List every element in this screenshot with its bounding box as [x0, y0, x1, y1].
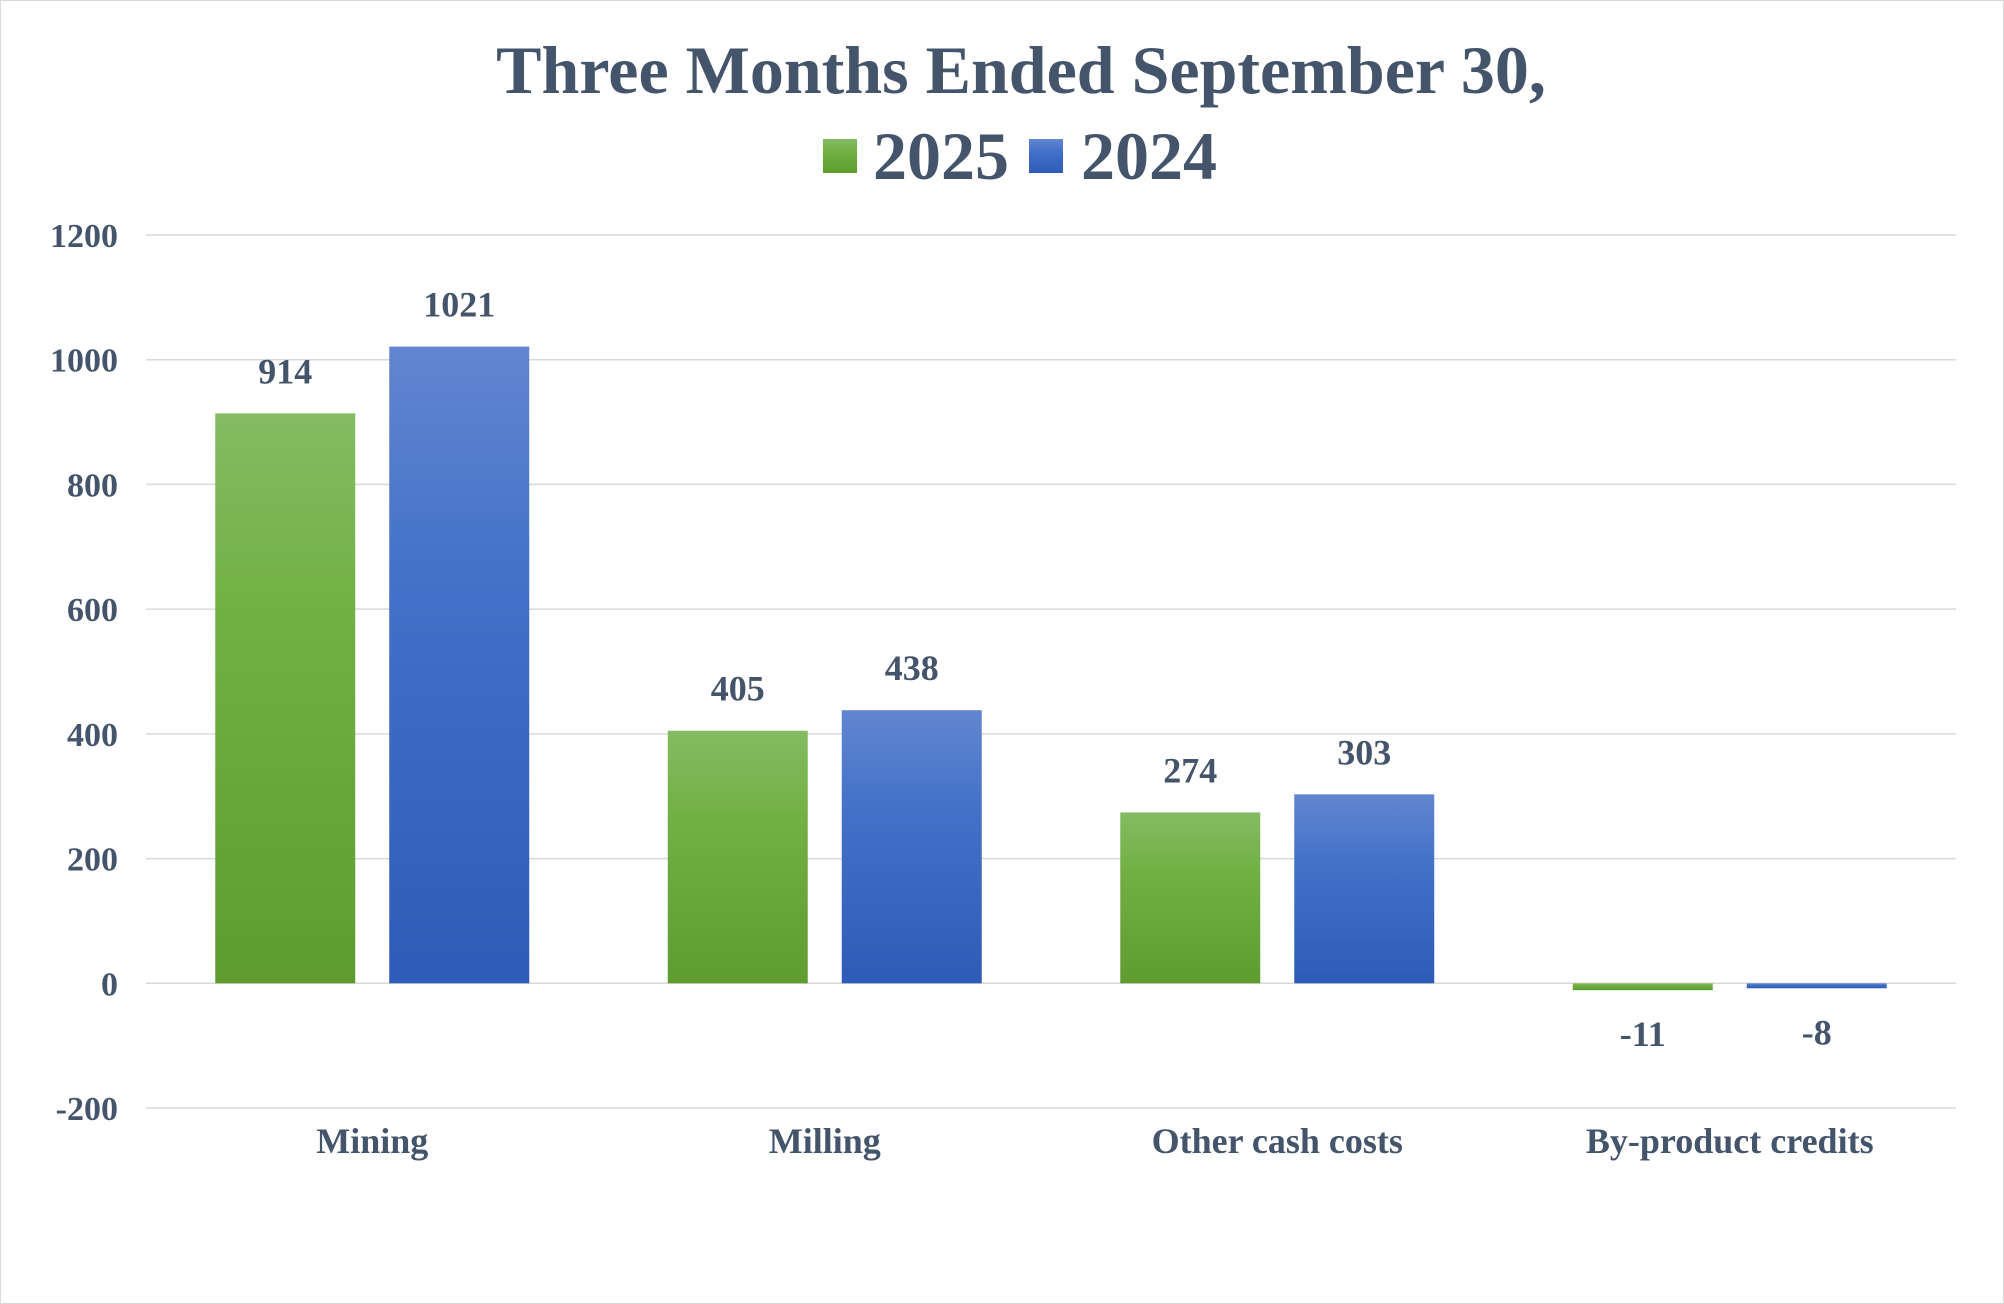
y-tick-label: -200 [56, 1091, 118, 1128]
y-tick-label: 0 [101, 966, 118, 1003]
x-category-label: Milling [769, 1121, 881, 1161]
data-label: -8 [1802, 1012, 1832, 1052]
data-label: 303 [1337, 732, 1391, 772]
data-label: 1021 [423, 285, 495, 325]
bar-2025 [215, 413, 356, 984]
bar-2025 [667, 730, 808, 984]
legend: 2025 2024 [823, 118, 1217, 194]
y-tick-label: 600 [67, 592, 118, 629]
bar-2024 [841, 710, 982, 984]
y-axis-ticks: 1200 1000 800 600 400 200 0 -200 [50, 218, 118, 1128]
y-tick-label: 1200 [50, 218, 118, 255]
y-tick-label: 400 [67, 717, 118, 754]
y-tick-label: 200 [67, 842, 118, 879]
x-axis-categories: Mining Milling Other cash costs By-product … [316, 1121, 1873, 1161]
bar-2025 [1120, 812, 1261, 984]
bar-2024 [1294, 794, 1435, 984]
y-tick-label: 800 [67, 467, 118, 504]
chart-title: Three Months Ended September 30, [496, 32, 1546, 108]
data-label: 438 [885, 648, 939, 688]
data-label: 914 [258, 351, 312, 391]
data-labels: 914 1021 405 438 274 303 -11 -8 [258, 285, 1832, 1055]
bar-2024 [389, 346, 530, 984]
x-category-label: Other cash costs [1152, 1121, 1403, 1161]
data-label: -11 [1620, 1014, 1666, 1054]
legend-swatch-2024 [1029, 139, 1063, 173]
y-tick-label: 1000 [50, 343, 118, 380]
data-label: 274 [1163, 750, 1217, 790]
legend-swatch-2025 [823, 139, 857, 173]
legend-label-2025: 2025 [873, 118, 1009, 194]
bar-2025 [1572, 983, 1713, 991]
x-category-label: Mining [316, 1121, 428, 1161]
bars [215, 346, 1887, 991]
bar-2024 [1746, 983, 1887, 989]
x-category-label: By-product credits [1586, 1121, 1874, 1161]
legend-label-2024: 2024 [1081, 118, 1217, 194]
data-label: 405 [711, 669, 765, 709]
